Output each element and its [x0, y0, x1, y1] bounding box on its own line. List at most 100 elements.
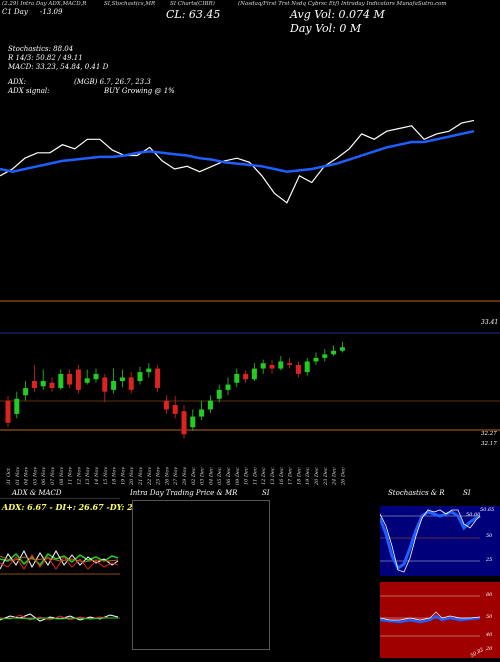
candle-body [137, 372, 143, 381]
intraday-title: Intra Day Trading Price & MR [130, 489, 238, 497]
date-tick-label: 17 Dec [288, 467, 294, 485]
date-axis: 31 Oct 01 Nov 04 Nov 05 Nov 06 Nov 07 Nov 08 N… [6, 467, 346, 486]
r-readout: R 14/3: 50.82 / 49.11 [8, 54, 83, 62]
date-tick-label: 26 Nov [164, 467, 170, 486]
macd-line-red [0, 614, 118, 621]
candlestick-panel [5, 341, 345, 439]
candle-body [251, 368, 257, 380]
ma-series-0 [0, 119, 475, 204]
macd-line-green [0, 617, 118, 620]
candle-body [331, 350, 337, 355]
candle-body [75, 369, 81, 390]
candle-body [14, 398, 20, 414]
rsi-tick-2: 40 [486, 632, 493, 638]
candle-body [84, 378, 90, 383]
date-tick-label: 10 Dec [244, 467, 250, 485]
adx-macd-title: ADX & MACD [12, 489, 62, 497]
date-tick-label: 20 Dec [314, 467, 320, 486]
date-tick-label: 20 Nov [129, 467, 135, 486]
rsi-tick-1: 50 [486, 614, 493, 620]
date-tick-label: 07 Nov [50, 467, 56, 485]
candle-body [339, 347, 345, 351]
adx-signal-value: BUY Growing @ 1% [104, 87, 175, 95]
date-tick-label: 14 Nov [94, 467, 100, 485]
candle-body [119, 377, 125, 381]
header-line1-mid2: SI Charts [170, 1, 197, 7]
rsi-tick-3: 20 [486, 646, 493, 652]
candle-body [155, 368, 161, 389]
stoch-d-line [379, 509, 481, 573]
date-tick-label: 19 Nov [120, 467, 126, 485]
candle-body [49, 382, 55, 389]
date-tick-label: 19 Dec [305, 467, 311, 485]
date-tick-label: 18 Dec [296, 467, 302, 485]
candle-body [67, 373, 73, 385]
header-ticker: (CIBR) [196, 1, 215, 7]
rsi-white-line [379, 611, 481, 621]
candle-body [269, 365, 275, 369]
adx-label: ADX: [8, 78, 27, 86]
candle-body [322, 354, 328, 358]
candle-body [234, 373, 240, 383]
header-line1-mid1: SI,Stochastics,MR [104, 1, 156, 7]
price-low-label-1: 32.27 [481, 431, 497, 437]
date-tick-label: 12 Dec [261, 467, 267, 485]
candle-body [146, 368, 152, 373]
date-tick-label: 24 Dec [332, 467, 338, 486]
candle-body [295, 365, 301, 374]
candle-body [278, 361, 284, 369]
candle-body [23, 388, 29, 396]
header-day-label: C1 Day [2, 8, 28, 16]
date-tick-label: 18 Nov [112, 467, 118, 485]
candle-body [304, 361, 310, 373]
candle-body [287, 363, 293, 365]
stoch-tick-2: 25 [486, 557, 493, 563]
stoch-panel: 50.65 50.00 50 25 [378, 506, 500, 576]
date-tick-label: 11 Nov [68, 467, 74, 485]
date-tick-label: 05 Nov [32, 467, 38, 485]
date-tick-label: 26 Dec [340, 467, 346, 486]
candle-body [31, 381, 37, 389]
candle-body [225, 384, 231, 390]
stoch-svg [378, 509, 481, 573]
date-tick-label: 15 Nov [103, 467, 109, 485]
date-tick-label: 03 Dec [200, 467, 206, 485]
date-tick-label: 29 Nov [182, 467, 188, 486]
date-tick-label: 22 Nov [147, 467, 153, 486]
candle-body [190, 416, 196, 428]
candle-body [163, 400, 169, 410]
candle-body [260, 363, 266, 369]
date-tick-label: 27 Nov [173, 467, 179, 486]
date-tick-label: 16 Dec [279, 467, 285, 485]
macd-readout: MACD: 33.23, 54.84, 0.41 D [8, 63, 109, 71]
adx-values: (MGB) 6.7, 26.7, 23.3 [74, 78, 151, 86]
header-line1-left: (2.29) Intra Day ADX,MACD,R [2, 1, 87, 7]
header-close-price: CL: 63.45 [166, 8, 221, 21]
date-tick-label: 08 Nov [59, 467, 65, 485]
candle-body [181, 411, 187, 435]
candle-body [207, 400, 213, 410]
intraday-title-si: SI [262, 489, 270, 497]
candle-body [93, 373, 99, 380]
header-day-vol: Day Vol: 0 M [290, 22, 362, 35]
rsi-tick-0: 80 [486, 592, 493, 598]
adx-macd-panel: ADX: 6.67 - DI+: 26.67 -DY: 23.33 [0, 498, 152, 659]
header-avg-vol: Avg Vol: 0.074 M [290, 8, 385, 21]
rsi-svg [379, 595, 481, 637]
rsi-panel: 80 50 40 20 50.82 [379, 582, 500, 659]
candle-body [58, 373, 64, 389]
date-tick-label: 13 Dec [270, 467, 276, 485]
intraday-panel [132, 500, 270, 650]
candle-body [128, 377, 134, 390]
rsi-blue-line [379, 614, 481, 624]
date-tick-label: 09 Dec [235, 467, 241, 485]
date-tick-label: 05 Dec [217, 467, 223, 485]
stoch-title: Stochastics & R [388, 489, 445, 497]
date-tick-label: 11 Dec [252, 467, 258, 485]
candle-body [172, 405, 178, 414]
date-tick-label: 06 Nov [41, 467, 47, 485]
candle-body [102, 377, 108, 392]
adx-signal-label: ADX signal: [8, 87, 50, 95]
date-tick-label: 12 Nov [76, 467, 82, 485]
stochastics-readout: Stochastics: 88.04 [8, 45, 74, 53]
